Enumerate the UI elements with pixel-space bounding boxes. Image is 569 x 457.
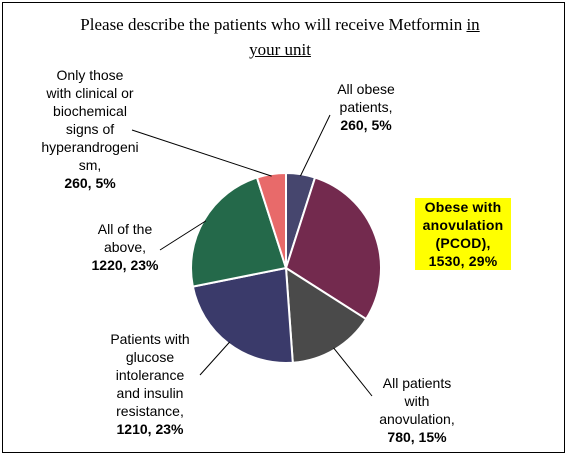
pie-slices: [190, 171, 382, 364]
slice-label-glucose-intolerance: Patients with glucose intolerance and in…: [80, 330, 220, 438]
title-underlined-your-unit: your unit: [249, 40, 311, 59]
label-line: resistance,: [116, 403, 184, 419]
slice-label-obese-anovulation: Obese with anovulation (PCOD), 1530, 29%: [415, 198, 511, 270]
title-text: Please describe the patients who will re…: [80, 15, 467, 34]
label-line: above,: [103, 239, 147, 255]
slice-value: 780, 15%: [387, 429, 447, 445]
slice-value: 260, 5%: [64, 175, 116, 191]
slice-label-hyperandrogenism: Only those with clinical or biochemical …: [20, 66, 160, 192]
pie-slice: [190, 176, 288, 288]
slice-label-all-of-above: All of the above, 1220, 23%: [70, 220, 180, 274]
slice-value: 260, 5%: [340, 117, 392, 133]
leader-line: [199, 341, 231, 376]
label-line: All patients: [382, 375, 452, 391]
leader-line: [299, 114, 331, 177]
title-underlined-in: in: [466, 15, 480, 34]
slice-value: 1530, 29%: [428, 253, 498, 269]
chart-title: Please describe the patients who will re…: [40, 12, 520, 62]
label-line: All obese: [337, 81, 395, 97]
leader-line: [159, 220, 207, 251]
slice-label-all-anovulation: All patients with anovulation, 780, 15%: [362, 374, 472, 446]
label-line: glucose: [125, 349, 175, 365]
pie-slice: [255, 171, 287, 269]
slice-value: 1210, 23%: [116, 421, 184, 437]
label-line: patients,: [339, 99, 393, 115]
leader-lines: [131, 114, 373, 397]
label-line: Patients with: [110, 331, 190, 347]
label-line: anovulation,: [379, 411, 455, 427]
label-line: Obese with: [424, 199, 502, 215]
label-line: Only those: [56, 67, 124, 83]
pie-slice: [284, 176, 382, 321]
slice-label-all-obese: All obese patients, 260, 5%: [316, 80, 416, 134]
slice-value: 1220, 23%: [91, 257, 159, 273]
label-line: and insulin: [116, 385, 184, 401]
leader-line: [333, 347, 373, 397]
label-line: hyperandrogeni: [41, 139, 139, 155]
leader-line: [131, 129, 272, 177]
label-line: signs of: [65, 121, 115, 137]
label-line: with clinical or: [46, 85, 134, 101]
label-line: biochemical: [53, 103, 127, 119]
label-line: anovulation: [422, 217, 504, 233]
label-line: intolerance: [115, 367, 185, 383]
label-line: with: [404, 393, 430, 409]
label-line: sm,: [78, 157, 102, 173]
label-line: All of the: [97, 221, 153, 237]
label-line: (PCOD),: [435, 235, 491, 251]
